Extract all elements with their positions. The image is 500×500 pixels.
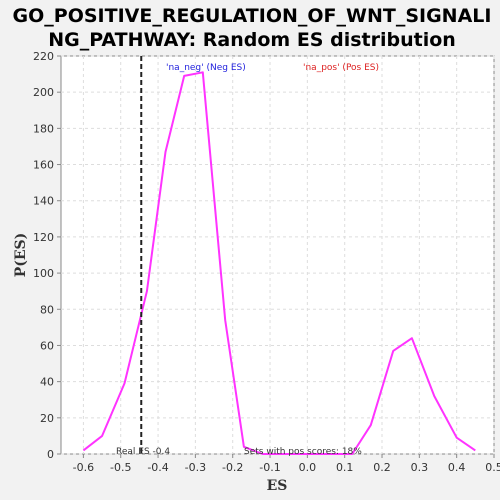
annotations: 'na_neg' (Neg ES) 'na_pos' (Pos ES) Real… [116, 63, 379, 457]
x-tick-label: 0.0 [299, 461, 317, 474]
plot-area [60, 55, 495, 455]
axes: -0.6 -0.5 -0.4 -0.3 -0.2 -0.1 0.0 0.1 0.2 0.3 0.4 0… [33, 50, 500, 474]
series [82, 56, 476, 455]
y-tick-label: 220 [33, 50, 54, 63]
pos-es-label: 'na_pos' (Pos ES) [303, 63, 379, 73]
es-distribution-line [82, 71, 476, 455]
x-tick-label: 0.1 [336, 461, 354, 474]
x-tick-label: 0.2 [373, 461, 391, 474]
y-tick-label: 80 [40, 303, 54, 316]
chart-title-line-1: GO_POSITIVE_REGULATION_OF_WNT_SIGNALI [13, 5, 492, 27]
x-tick-label: -0.1 [259, 461, 280, 474]
y-tick-label: 120 [33, 231, 54, 244]
x-tick-label: 0.4 [448, 461, 466, 474]
x-tick-label: -0.6 [73, 461, 94, 474]
pos-scores-label: Sets with pos scores: 18% [244, 447, 362, 457]
y-tick-label: 200 [33, 86, 54, 99]
neg-es-label: 'na_neg' (Neg ES) [166, 63, 246, 73]
real-es-label: Real ES -0.4 [116, 447, 170, 457]
y-tick-label: 60 [40, 339, 54, 352]
y-tick-label: 100 [33, 267, 54, 280]
y-tick-label: 180 [33, 122, 54, 135]
x-tick-label: -0.5 [110, 461, 131, 474]
x-tick-label: -0.2 [222, 461, 243, 474]
y-tick-label: 160 [33, 159, 54, 172]
y-tick-label: 140 [33, 195, 54, 208]
y-tick-label: 40 [40, 376, 54, 389]
x-tick-label: -0.4 [147, 461, 168, 474]
x-axis-title: ES [267, 478, 288, 494]
chart-title-line-2: NG_PATHWAY: Random ES distribution [48, 29, 456, 51]
y-tick-label: 0 [47, 448, 54, 461]
x-tick-label: 0.3 [411, 461, 429, 474]
x-tick-label: -0.3 [185, 461, 206, 474]
y-tick-label: 20 [40, 412, 54, 425]
x-tick-label: 0.5 [485, 461, 500, 474]
y-axis-title: P(ES) [13, 233, 29, 278]
